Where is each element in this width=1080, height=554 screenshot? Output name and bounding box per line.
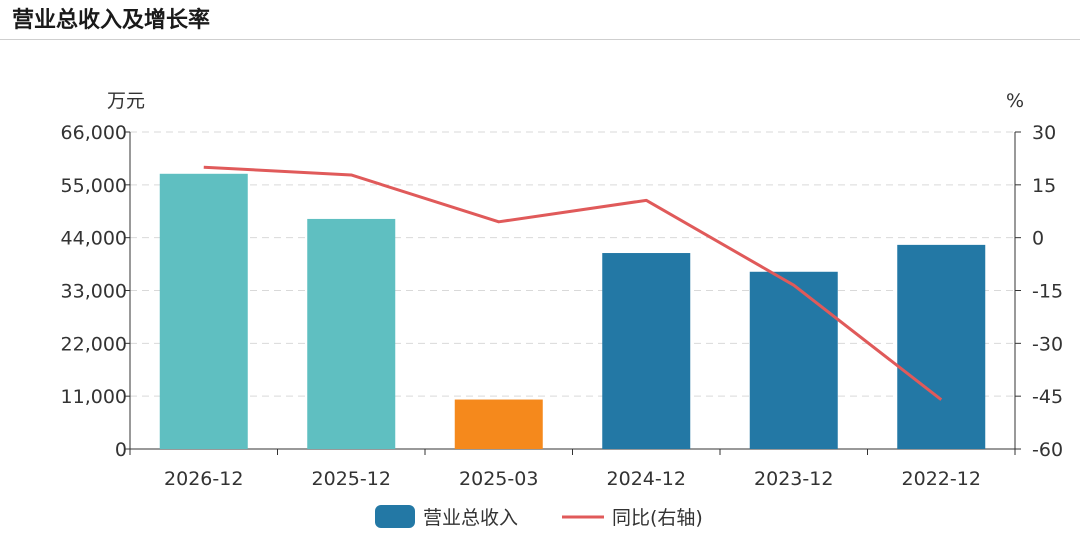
chart-header: 营业总收入及增长率 bbox=[0, 0, 1080, 40]
x-tick-label: 2023-12 bbox=[754, 468, 833, 490]
revenue-bar[interactable] bbox=[159, 173, 248, 449]
left-tick-label: 66,000 bbox=[61, 122, 127, 144]
x-tick-label: 2025-03 bbox=[459, 468, 538, 490]
x-tick-label: 2025-12 bbox=[312, 468, 391, 490]
revenue-bar[interactable] bbox=[749, 271, 838, 449]
growth-line-path[interactable] bbox=[203, 165, 943, 401]
x-tick-label: 2026-12 bbox=[164, 468, 243, 490]
revenue-bar[interactable] bbox=[307, 218, 396, 449]
x-tick-label: 2022-12 bbox=[902, 468, 981, 490]
header-divider bbox=[0, 39, 1080, 40]
legend: 营业总收入 同比(右轴) bbox=[375, 505, 703, 529]
left-tick-label: 55,000 bbox=[61, 175, 127, 197]
legend-line-label[interactable]: 同比(右轴) bbox=[612, 507, 703, 529]
legend-bar-swatch[interactable] bbox=[375, 505, 415, 528]
revenue-bar[interactable] bbox=[454, 399, 543, 449]
left-tick-label: 44,000 bbox=[61, 228, 127, 250]
left-axis-unit: 万元 bbox=[107, 90, 145, 112]
right-axis-unit: % bbox=[1006, 90, 1024, 112]
right-tick-label: -60 bbox=[1032, 439, 1063, 461]
x-tick-label: 2024-12 bbox=[607, 468, 686, 490]
right-tick-label: -45 bbox=[1032, 386, 1063, 408]
left-tick-label: 0 bbox=[115, 439, 127, 461]
revenue-bar[interactable] bbox=[897, 244, 986, 449]
revenue-bar[interactable] bbox=[602, 253, 691, 449]
chart-title: 营业总收入及增长率 bbox=[12, 8, 211, 33]
axes: 0 11,000 22,000 33,000 44,000 55,000 66,000 -60… bbox=[61, 122, 1064, 490]
growth-line bbox=[203, 165, 943, 401]
left-tick-label: 33,000 bbox=[61, 281, 127, 303]
right-tick-label: 30 bbox=[1032, 122, 1056, 144]
right-tick-label: -30 bbox=[1032, 333, 1063, 355]
right-tick-label: 0 bbox=[1032, 228, 1044, 250]
left-tick-label: 22,000 bbox=[61, 333, 127, 355]
right-tick-label: -15 bbox=[1032, 281, 1063, 303]
revenue-bars bbox=[159, 173, 986, 449]
legend-bar-label[interactable]: 营业总收入 bbox=[423, 507, 518, 529]
left-tick-label: 11,000 bbox=[61, 386, 127, 408]
right-tick-label: 15 bbox=[1032, 175, 1056, 197]
